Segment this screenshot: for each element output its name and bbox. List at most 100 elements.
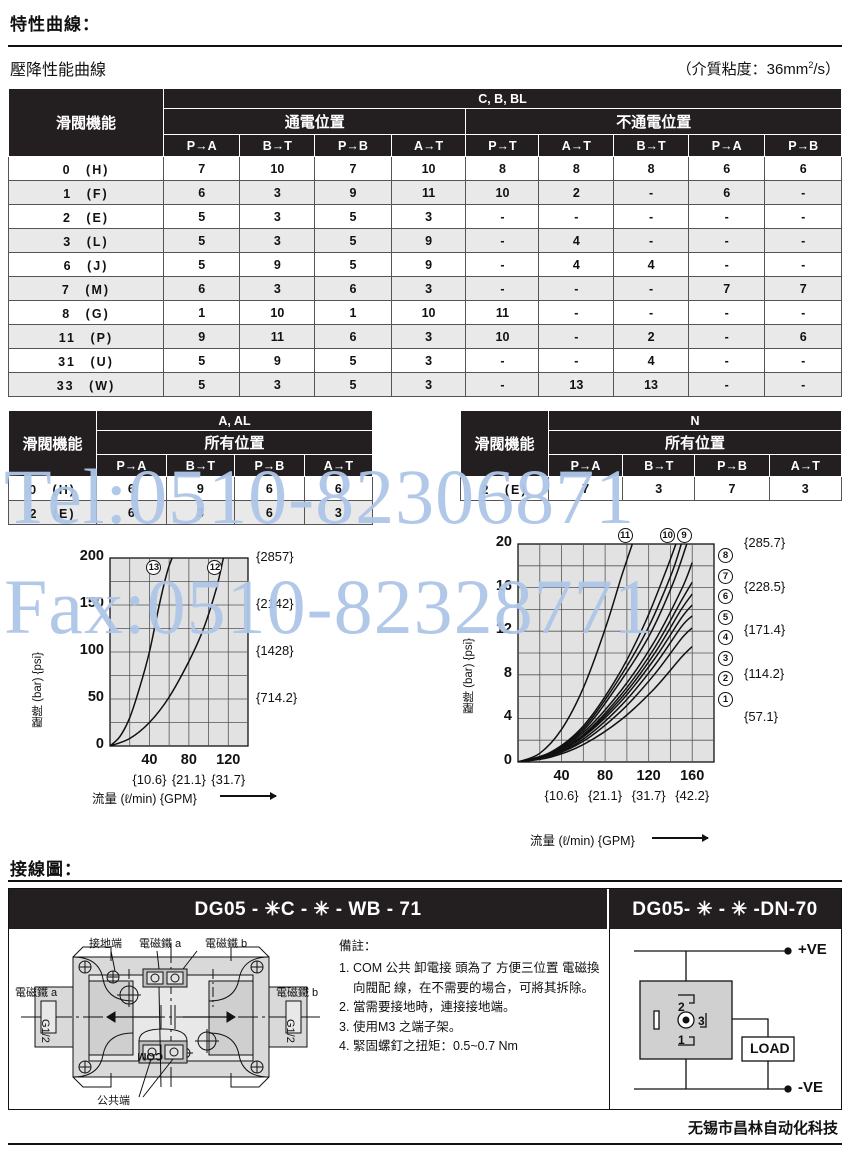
table-cell: - [465,276,540,301]
y-axis-tick-label: 16 [495,577,512,594]
table-cell: - [764,300,842,325]
curve-label-13: 13 [146,560,162,576]
y-axis-psi-label: {714.2} [256,690,298,705]
y-axis-tick-label: 150 [79,595,104,611]
curve-label-7: 7 [718,568,733,584]
table-cell: 11 [239,324,316,349]
curve-label-1: 1 [718,691,733,707]
viscosity-note: （介質粘度：36mm2/s） [677,58,840,79]
table-cell: 7 [547,476,624,501]
y-axis-tick-label: 20 [495,534,512,550]
note-item: 3. 使用M3 之端子架。 [339,1018,601,1037]
chart-left-x-arrow [220,792,277,799]
table-cell: 3 [768,476,843,501]
x-axis-gpm-label: {10.6} [544,788,579,803]
table-cell: - [538,348,615,373]
table-cell: - [687,300,766,325]
svg-text:G1/2: G1/2 [284,1019,296,1043]
y-axis-psi-label: {2857} [256,549,294,564]
table-cell: 2 [613,324,689,349]
table-cell: - [465,372,540,397]
table-cell: 10 [465,180,540,205]
table-cell: 6 [687,180,766,205]
aal-group-label: A, AL [96,410,373,431]
wiring-body-right: 2 1 3 +VE -VE LOAD [609,929,841,1110]
table-cell: - [764,204,842,229]
table-c-b-bl: 滑閥機能 C, B, BL 通電位置 不通電位置 P→A B→T P→B A→T… [8,88,842,397]
section-title-wiring-diagram: 接線圖： [10,860,82,879]
n-subgroup-label: 所有位置 [548,430,842,455]
row-function-label: 1 (F) [8,180,164,205]
main-table-header-row-1: 滑閥機能 C, B, BL [8,88,842,157]
y-axis-psi-label: {114.2} [744,665,785,681]
table-cell: 6 [764,156,842,181]
table-cell: 4 [613,348,689,373]
table-row: 11 (P) 9 11 6 3 10-2-6 [8,324,842,349]
row-function-label: 11 (P) [8,324,164,349]
main-table-subgroup-energized: 通電位置 [162,108,467,135]
x-axis-gpm-label: {31.7} [211,772,246,787]
main-table-subgroup-deenergized: 不通電位置 [465,108,842,135]
row-function-label: 8 (G) [8,300,164,325]
n-header-row-1: 滑閥機能 N [460,410,842,477]
aal-col-0: P→A [96,454,167,477]
x-axis-tick-label: 80 [597,768,614,784]
note-text: 當需要接地時，連接接地端。 [353,1000,516,1015]
n-group-label: N [548,410,842,431]
table-row: 1 (F) 6 3 9 11 10 2-6- [8,180,842,205]
y-axis-tick-label: 0 [95,736,104,752]
main-col-3: A→T [390,134,467,157]
x-axis-tick-label: 160 [680,768,705,784]
table-cell: 11 [390,180,467,205]
table-cell: - [764,372,842,397]
table-cell: 10 [239,156,316,181]
table-cell: 4 [538,228,615,253]
table-cell: 6 [687,156,766,181]
main-table-body: 0 (H) 7 10 7 10 8 8 8 6 6 1 (F) 6 3 9 11 10 2-6-2 (E) 5 3 5… [8,156,842,397]
table-cell: 7 [694,476,770,501]
note-number: 2. [339,1000,350,1015]
table-cell: - [465,252,540,277]
chart-right-x-arrow [652,834,709,841]
x-axis-tick-label: 120 [216,752,241,768]
table-cell: - [613,300,689,325]
table-cell: - [538,204,615,229]
main-col-7: P→A [687,134,766,157]
table-cell: 3 [239,204,316,229]
main-table-header-row-3: P→A B→T P→B A→T P→T A→T B→T P→A P→B [9,134,842,157]
label-solenoid-b-right: 電磁鐵 b [276,987,319,999]
curve-label-2: 2 [718,671,733,686]
table-row: 7 (M) 6 3 6 3- - -7 7 [8,276,842,301]
curve-label-8: 8 [718,548,733,563]
chart-left-plot [109,557,249,747]
table-cell: - [764,252,842,277]
table-cell: 9 [162,324,241,349]
table-cell: 9 [390,252,467,277]
table-row: 0 (H) 6 9 6 6 [8,476,374,501]
table-row: 2 (E) 7 3 7 3 [460,476,843,501]
table-cell: 6 [162,180,241,205]
table-cell: 8 [538,156,615,181]
table-cell: 5 [314,348,392,373]
x-axis-gpm-label: {21.1} [588,788,623,803]
divider-wiring [8,880,842,882]
main-table-corner-label: 滑閥機能 [8,88,164,157]
table-cell: 4 [613,252,689,277]
aal-col-3: A→T [303,454,374,477]
wiring-title-dn70: DG05- ✳ - ✳ -DN-70 [609,889,841,929]
y-axis-psi-label: {171.4} [744,622,786,638]
table-cell: - [687,348,766,373]
n-col-0: P→A [547,454,624,477]
y-axis-psi-label: {285.7} [744,535,786,550]
svg-text:1: 1 [678,1033,685,1047]
svg-text:2: 2 [678,1000,685,1014]
curve-label-5: 5 [718,609,733,625]
table-cell: 3 [390,276,467,301]
table-cell: 3 [239,228,316,253]
main-col-2: P→B [314,134,392,157]
table-cell: 5 [314,204,392,229]
aal-header-row-1: 滑閥機能 A, AL [8,410,373,477]
table-cell: 6 [233,476,305,501]
y-axis-tick-label: 200 [79,548,104,564]
aal-body: 0 (H) 6 9 6 6 2 (E) 6 3 6 3 [8,476,374,525]
